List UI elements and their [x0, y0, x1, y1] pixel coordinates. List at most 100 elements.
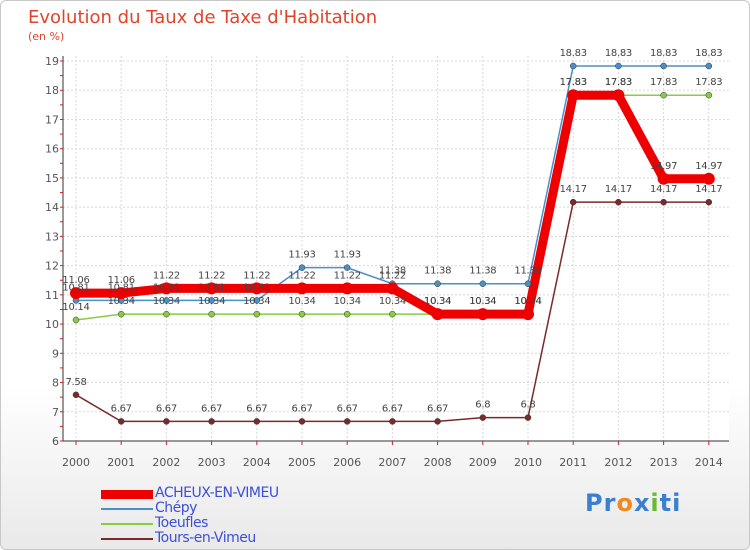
x-tick-label: 2008 — [424, 456, 452, 469]
x-tick-label: 2014 — [695, 456, 723, 469]
data-label-toeufles: 10.34 — [334, 296, 361, 307]
y-tick-label: 10 — [45, 318, 59, 331]
data-point-tours — [434, 418, 441, 425]
data-label-tours: 14.17 — [560, 184, 587, 195]
data-point-tours — [343, 418, 351, 425]
data-label-acheux: 14.97 — [650, 161, 677, 172]
data-label-toeufles: 10.34 — [198, 296, 225, 307]
data-label-chepy: 11.93 — [288, 250, 315, 261]
data-point-toeufles — [389, 310, 396, 318]
data-label-chepy: 11.38 — [469, 266, 496, 277]
data-label-acheux: 11.22 — [198, 270, 225, 281]
data-label-tours: 6.67 — [156, 403, 177, 414]
data-label-acheux: 11.22 — [288, 270, 315, 281]
y-tick-label: 12 — [45, 260, 59, 273]
data-point-chepy — [524, 280, 532, 287]
proxiti-logo: Proxiti — [585, 489, 681, 517]
x-tick-label: 2000 — [62, 456, 90, 469]
data-point-acheux — [160, 282, 173, 295]
data-label-toeufles: 10.34 — [243, 296, 270, 307]
data-point-acheux — [296, 282, 308, 295]
data-point-tours — [524, 414, 532, 421]
data-point-acheux — [250, 282, 263, 295]
data-label-acheux: 11.22 — [379, 270, 406, 281]
y-tick-label: 15 — [45, 172, 59, 185]
data-label-chepy: 10.81 — [108, 282, 135, 293]
data-point-chepy — [208, 297, 215, 304]
data-point-acheux — [476, 308, 489, 321]
legend-item-tours: Tours-en-Vimeu — [101, 530, 361, 546]
x-tick-label: 2002 — [152, 456, 180, 469]
data-point-chepy — [615, 62, 622, 70]
data-label-tours: 14.17 — [650, 184, 677, 195]
data-label-toeufles: 10.34 — [379, 296, 406, 307]
legend-label-chepy: Chépy — [155, 500, 197, 516]
data-point-chepy — [479, 280, 487, 287]
data-point-toeufles — [660, 91, 667, 99]
data-point-toeufles — [72, 316, 80, 324]
data-label-toeufles: 10.34 — [288, 296, 315, 307]
data-label-tours: 6.67 — [337, 403, 358, 414]
data-label-tours: 6.67 — [291, 403, 312, 414]
data-label-acheux: 10.34 — [514, 296, 541, 307]
data-point-acheux — [702, 172, 715, 185]
data-label-chepy: 10.81 — [153, 282, 180, 293]
data-point-tours — [208, 418, 215, 425]
data-point-tours — [389, 418, 396, 425]
data-label-chepy: 18.83 — [605, 48, 632, 59]
legend-item-acheux: ACHEUX-EN-VIMEU — [101, 485, 361, 501]
data-label-tours: 14.17 — [695, 184, 722, 195]
chart-subtitle: (en %) — [28, 30, 65, 43]
legend-label-toeufles: Toeufles — [155, 515, 208, 531]
legend-label-tours: Tours-en-Vimeu — [155, 530, 256, 546]
data-label-tours: 6.67 — [427, 403, 448, 414]
data-point-chepy — [660, 62, 667, 70]
y-tick-label: 13 — [45, 230, 59, 243]
y-tick-label: 17 — [45, 113, 59, 126]
data-point-toeufles — [117, 310, 125, 318]
chart-title: Evolution du Taux de Taxe d'Habitation — [28, 7, 378, 28]
data-label-acheux: 11.06 — [108, 275, 135, 286]
data-point-tours — [117, 418, 125, 425]
data-point-tours — [298, 418, 306, 425]
data-label-toeufles: 10.14 — [62, 302, 89, 313]
data-label-toeufles: 10.34 — [108, 296, 135, 307]
data-label-toeufles: 17.83 — [695, 77, 722, 88]
data-label-chepy: 10.81 — [198, 282, 225, 293]
data-label-acheux: 11.06 — [62, 275, 89, 286]
data-point-acheux — [657, 172, 670, 185]
logo-part: Pr — [585, 489, 617, 517]
data-point-toeufles — [208, 310, 215, 318]
x-tick-label: 2009 — [469, 456, 497, 469]
data-point-acheux — [386, 282, 399, 295]
data-point-toeufles — [705, 91, 713, 99]
legend-label-acheux: ACHEUX-EN-VIMEU — [155, 485, 279, 501]
data-point-toeufles — [298, 310, 306, 318]
y-tick-label: 6 — [52, 435, 59, 448]
data-point-toeufles — [253, 310, 261, 318]
legend-item-toeufles: Toeufles — [101, 515, 361, 531]
x-tick-label: 2006 — [333, 456, 361, 469]
x-tick-label: 2001 — [107, 456, 135, 469]
data-label-acheux: 17.83 — [560, 77, 587, 88]
data-point-chepy — [705, 62, 713, 70]
data-point-acheux — [567, 89, 580, 102]
data-label-chepy: 18.83 — [695, 48, 722, 59]
data-label-acheux: 11.22 — [153, 270, 180, 281]
data-label-chepy: 11.93 — [334, 250, 361, 261]
logo-part: i — [650, 489, 660, 517]
x-tick-label: 2003 — [198, 456, 226, 469]
data-label-tours: 6.67 — [111, 403, 132, 414]
data-point-tours — [253, 418, 261, 425]
data-point-acheux — [70, 287, 82, 300]
data-label-tours: 6.67 — [201, 403, 222, 414]
data-label-tours: 6.67 — [246, 403, 267, 414]
data-label-chepy: 10.81 — [243, 282, 270, 293]
data-point-acheux — [612, 89, 625, 102]
x-tick-label: 2005 — [288, 456, 316, 469]
data-label-acheux: 17.83 — [605, 77, 632, 88]
data-point-toeufles — [163, 310, 170, 318]
y-tick-label: 11 — [45, 289, 59, 302]
